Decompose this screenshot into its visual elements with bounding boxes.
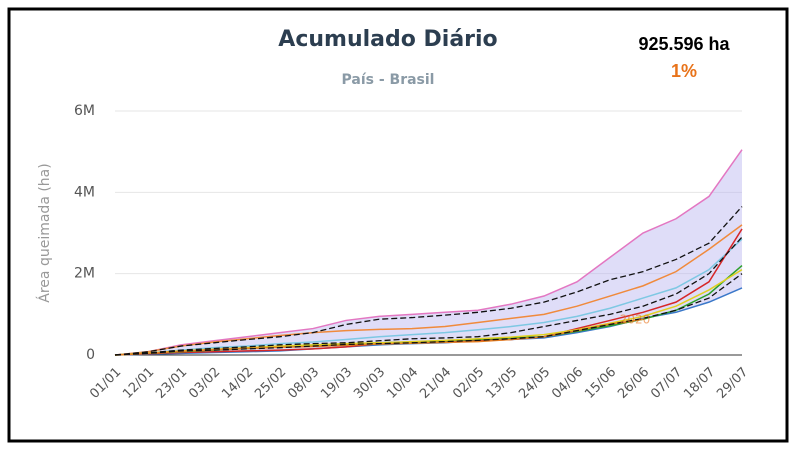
series-line bbox=[114, 224, 743, 356]
chart-title: Acumulado Diário bbox=[278, 27, 497, 52]
annotation: 2020 bbox=[620, 313, 651, 327]
y-tick-label: 0 bbox=[86, 347, 95, 363]
series-line bbox=[114, 238, 743, 356]
total-area: 925.596 ha bbox=[638, 34, 730, 54]
y-tick-label: 6M bbox=[74, 103, 95, 119]
series-line bbox=[114, 149, 743, 356]
y-tick-label: 2M bbox=[74, 266, 95, 282]
percentile-line bbox=[114, 206, 743, 356]
y-tick-label: 4M bbox=[74, 184, 95, 200]
percentile-line bbox=[114, 236, 743, 356]
chart-subtitle: País - Brasil bbox=[342, 72, 435, 88]
percentile-line bbox=[114, 273, 743, 356]
frame bbox=[7, 7, 789, 443]
percent: 1% bbox=[671, 61, 697, 81]
y-axis-label: Área queimada (ha) bbox=[36, 163, 53, 302]
